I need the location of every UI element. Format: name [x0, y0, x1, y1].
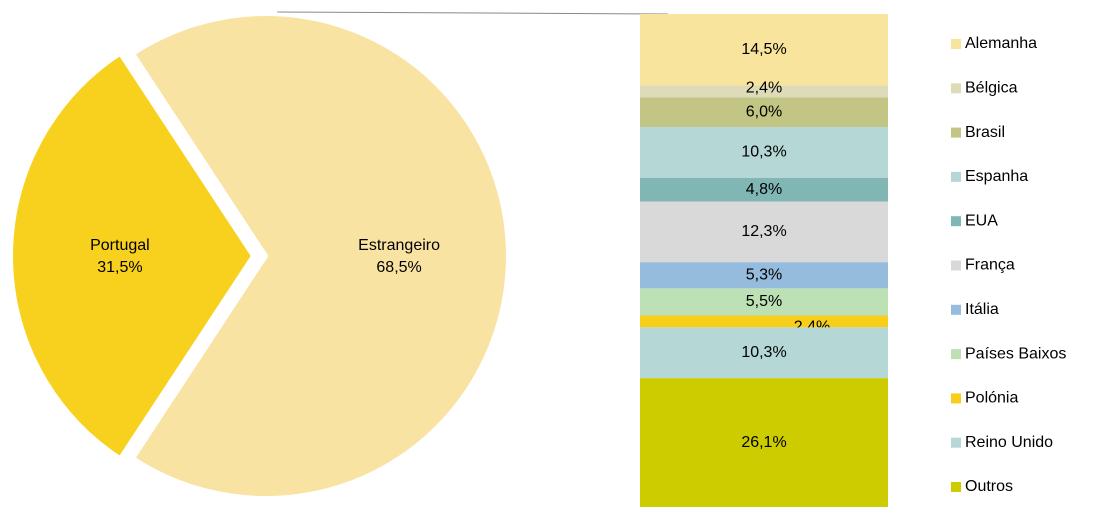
- connector-line: [276, 11, 669, 15]
- legend-label: Itália: [965, 301, 999, 318]
- legend-swatch: [951, 304, 961, 315]
- bar-segment: [640, 127, 888, 178]
- legend-label: Reino Unido: [965, 434, 1053, 451]
- bar-segment: [640, 378, 888, 507]
- slice-value: 31,5%: [97, 259, 142, 276]
- legend-swatch: [951, 349, 961, 360]
- legend-label: Bélgica: [965, 80, 1018, 97]
- legend-swatch: [951, 216, 961, 227]
- bar-segment: [640, 14, 888, 86]
- legend-swatch: [951, 393, 961, 404]
- legend-swatch: [951, 260, 961, 271]
- legend-label: Alemanha: [965, 35, 1037, 52]
- segment-label: 10,3%: [741, 144, 786, 161]
- legend-label: Países Baixos: [965, 345, 1066, 362]
- segment-label: 4,8%: [746, 181, 782, 198]
- legend-swatch: [951, 83, 961, 94]
- legend-label: Polónia: [965, 390, 1018, 407]
- segment-label: 6,0%: [746, 103, 782, 120]
- bar-segment: [640, 262, 888, 289]
- legend-swatch: [951, 482, 961, 492]
- legend-swatch: [951, 127, 961, 138]
- segment-label: 5,5%: [746, 293, 782, 310]
- segment-label: 12,3%: [741, 223, 786, 240]
- slice-name: Estrangeiro: [358, 237, 440, 254]
- legend-swatch: [951, 39, 961, 49]
- bar-segment: [640, 97, 888, 128]
- pie-slice: [130, 12, 510, 500]
- legend-label: França: [965, 257, 1015, 274]
- legend-label: EUA: [965, 212, 998, 229]
- segment-label: 26,1%: [741, 434, 786, 451]
- legend-label: Espanha: [965, 168, 1028, 185]
- legend-label: Brasil: [965, 124, 1005, 141]
- slice-value: 68,5%: [376, 259, 421, 276]
- legend-label: Outros: [965, 478, 1013, 495]
- segment-label: 5,3%: [746, 267, 782, 284]
- slice-label: Estrangeiro 68,5%: [358, 237, 440, 276]
- slice-name: Portugal: [90, 237, 150, 254]
- legend-swatch: [951, 437, 961, 448]
- legend-swatch: [951, 171, 961, 182]
- bar-segment: [640, 327, 888, 379]
- segment-label: 10,3%: [741, 344, 786, 361]
- bar-segment: [640, 201, 888, 263]
- pie-slice: [9, 50, 256, 462]
- segment-label: 2,4%: [746, 80, 782, 97]
- bar-segment: [640, 315, 888, 328]
- bar-segment: [640, 288, 888, 316]
- segment-label: 14,5%: [741, 41, 786, 58]
- bar-segment: [640, 177, 888, 202]
- slice-label: Portugal 31,5%: [90, 237, 150, 276]
- bar-segment: [640, 85, 888, 98]
